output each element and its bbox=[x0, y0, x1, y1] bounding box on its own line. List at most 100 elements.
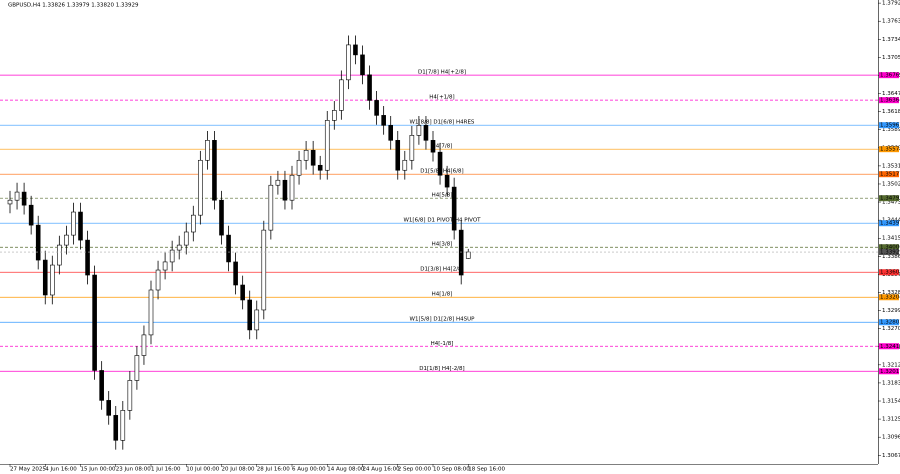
candle-body bbox=[106, 400, 111, 416]
y-tick-label: 1.36470 bbox=[882, 91, 900, 97]
x-tick-label: 24 Aug 16:00 bbox=[363, 467, 401, 473]
candle-body bbox=[409, 135, 415, 161]
candle-body bbox=[360, 54, 365, 76]
current-price-label: 1.33929 bbox=[880, 250, 900, 256]
candle-body bbox=[71, 211, 76, 236]
candle-body bbox=[388, 125, 394, 141]
candle-body bbox=[212, 140, 217, 201]
level-price-label: 1.32017 bbox=[880, 369, 900, 375]
candle-body bbox=[261, 229, 267, 311]
level-label: D1[1/8] H4[-2/8] bbox=[419, 366, 464, 372]
y-tick-label: 1.33280 bbox=[882, 290, 900, 296]
candle-body bbox=[21, 191, 27, 206]
x-tick-label: 1 Jul 16:00 bbox=[151, 467, 181, 473]
candle-body bbox=[240, 284, 245, 301]
chart-title: GBPUSD,H4 1.33826 1.33979 1.33820 1.3392… bbox=[8, 3, 139, 9]
candle-body bbox=[275, 179, 281, 186]
level-price-label: 1.34006 bbox=[880, 245, 900, 251]
candle-body bbox=[465, 251, 471, 259]
candle-body bbox=[28, 204, 34, 226]
candle-body bbox=[416, 125, 422, 136]
level-price-label: 1.35578 bbox=[880, 147, 900, 153]
candle-body bbox=[169, 249, 175, 263]
y-tick-label: 1.35310 bbox=[882, 163, 900, 169]
y-tick-label: 1.34730 bbox=[882, 200, 900, 206]
level-price-tag bbox=[879, 269, 899, 276]
x-tick-label: 10 Jul 00:00 bbox=[186, 467, 219, 473]
level-price-label: 1.32418 bbox=[880, 344, 900, 350]
x-tick-label: 15 Jun 00:00 bbox=[81, 467, 116, 473]
candle-body bbox=[458, 229, 464, 276]
candle-body bbox=[141, 334, 147, 356]
y-tick-label: 1.37920 bbox=[882, 1, 900, 7]
candle-body bbox=[134, 355, 140, 381]
y-tick-label: 1.35020 bbox=[882, 181, 900, 187]
level-price-tag bbox=[879, 171, 899, 178]
candle-body bbox=[92, 274, 97, 371]
candle-body bbox=[127, 380, 133, 411]
candle-body bbox=[317, 164, 323, 171]
x-tick-label: 6 Aug 00:00 bbox=[292, 467, 326, 473]
level-price-label: 1.32803 bbox=[880, 320, 900, 326]
y-tick-label: 1.37340 bbox=[882, 37, 900, 43]
level-label: H4[5/8] bbox=[432, 193, 453, 199]
candle-body bbox=[254, 309, 260, 331]
level-price-label: 1.34391 bbox=[880, 221, 900, 227]
level-price-label: 1.33605 bbox=[880, 270, 900, 276]
candle-body bbox=[247, 299, 252, 331]
level-price-tag bbox=[879, 220, 899, 227]
level-price-tag bbox=[879, 244, 899, 251]
level-label: H4[+1/8] bbox=[429, 95, 454, 101]
candle-body bbox=[310, 150, 316, 166]
x-tick-label: 23 Jun 08:00 bbox=[116, 467, 151, 473]
level-price-label: 1.35177 bbox=[880, 172, 900, 178]
level-price-tag bbox=[879, 122, 899, 129]
candle-body bbox=[155, 269, 161, 291]
y-tick-label: 1.31250 bbox=[882, 417, 900, 423]
y-tick-label: 1.31830 bbox=[882, 380, 900, 386]
level-label: H4[3/8] bbox=[432, 242, 453, 248]
level-price-tag bbox=[879, 294, 899, 301]
candle-body bbox=[219, 199, 224, 236]
candle-body bbox=[49, 264, 55, 296]
level-price-label: 1.36364 bbox=[880, 98, 900, 104]
level-label: W1[8/8] D1[6/8] H4RES bbox=[410, 120, 475, 126]
candle-body bbox=[99, 370, 104, 401]
y-tick-label: 1.32120 bbox=[882, 362, 900, 368]
x-tick-label: 27 May 2025 bbox=[10, 467, 46, 473]
y-tick-label: 1.33860 bbox=[882, 254, 900, 260]
candle-body bbox=[381, 115, 386, 126]
candle-body bbox=[191, 214, 196, 233]
candle-body bbox=[367, 74, 372, 101]
level-label: H4[-1/8] bbox=[431, 341, 454, 347]
candle-body bbox=[78, 211, 83, 241]
y-tick-label: 1.31540 bbox=[882, 399, 900, 405]
x-tick-label: 20 Jul 08:00 bbox=[222, 467, 255, 473]
level-price-tag bbox=[879, 343, 899, 350]
candle-body bbox=[324, 120, 330, 171]
candle-body bbox=[183, 231, 189, 246]
y-tick-label: 1.32990 bbox=[882, 308, 900, 314]
level-price-tag bbox=[879, 146, 899, 153]
candle-body bbox=[331, 110, 337, 121]
candle-body bbox=[268, 184, 274, 231]
x-tick-label: 28 Jul 16:00 bbox=[257, 467, 290, 473]
candle-body bbox=[339, 79, 344, 111]
y-tick-label: 1.30960 bbox=[882, 435, 900, 441]
candle-body bbox=[120, 410, 126, 441]
candle-body bbox=[346, 44, 351, 81]
level-price-label: 1.34792 bbox=[880, 196, 900, 202]
level-price-tag bbox=[879, 97, 899, 104]
level-label: D1[7/8] H4[+2/8] bbox=[418, 70, 466, 76]
x-tick-label: 14 Aug 08:00 bbox=[327, 467, 365, 473]
level-price-tag bbox=[879, 72, 899, 79]
y-tick-label: 1.37630 bbox=[882, 19, 900, 25]
y-tick-label: 1.35890 bbox=[882, 127, 900, 133]
y-tick-label: 1.36180 bbox=[882, 109, 900, 115]
candle-body bbox=[35, 224, 41, 261]
candle-body bbox=[451, 186, 457, 231]
candle-body bbox=[226, 234, 231, 263]
level-label: W1[5/8] D1[2/8] H4SUP bbox=[410, 317, 476, 323]
